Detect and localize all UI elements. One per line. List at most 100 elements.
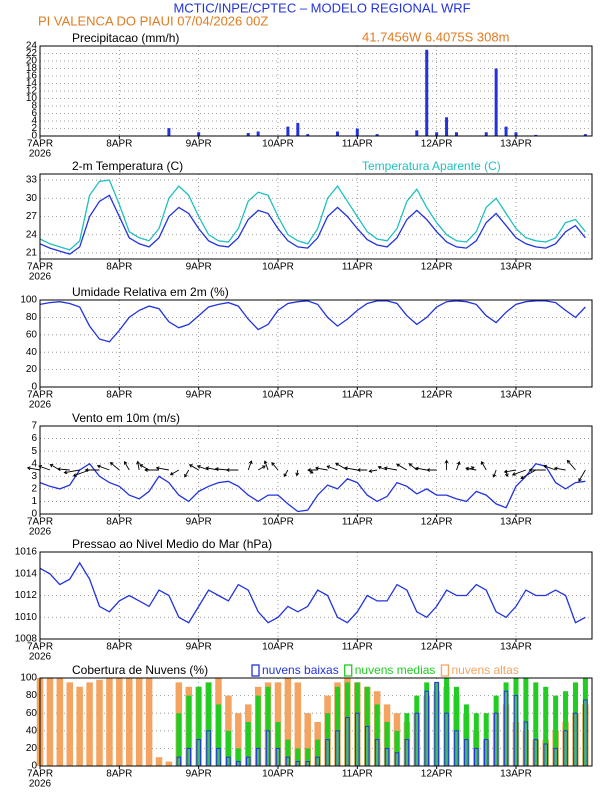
x-tick-label: 12APR (421, 139, 453, 150)
bar (415, 130, 419, 136)
x-tick-label: 12APR (421, 390, 453, 401)
bar (305, 748, 311, 766)
x-tick-label: 12APR (421, 769, 453, 780)
wind-arrow (271, 462, 279, 471)
wind-arrow (396, 463, 408, 471)
bar (76, 686, 83, 766)
x-tick-label: 9APR (186, 517, 212, 528)
bar (165, 761, 173, 766)
y-tick-label: 12 (26, 86, 38, 97)
panel-title: Cobertura de Nuvens (%) (72, 663, 208, 677)
x-tick-label: 13APR (500, 262, 532, 273)
bar (483, 739, 489, 767)
bar (493, 695, 499, 766)
x-tick-label: 7APR (27, 517, 53, 528)
bar (444, 712, 449, 767)
wind-arrow (520, 469, 537, 480)
y-tick-label: 16 (26, 71, 38, 82)
bar (444, 678, 450, 766)
wind-arrow (314, 466, 328, 471)
bar (543, 686, 549, 766)
line (39, 179, 586, 251)
bar (96, 679, 103, 766)
y-tick-label: 7 (31, 421, 37, 432)
x-tick-label: 10APR (262, 139, 294, 150)
bar (543, 743, 549, 767)
x-tick-label: 13APR (500, 642, 532, 653)
wind-arrow (456, 461, 461, 471)
bar (296, 122, 300, 136)
bar (473, 713, 479, 766)
x-tick-label: 10APR (262, 769, 294, 780)
y-tick-label: 8 (31, 101, 37, 112)
x-tick-label: 10APR (262, 642, 294, 653)
y-tick-label: 6 (31, 433, 37, 444)
wind-arrow (492, 469, 497, 478)
wind-arrow (383, 466, 398, 471)
bar (434, 681, 439, 767)
wind-arrow (335, 462, 348, 471)
wind-arrow (408, 463, 418, 471)
x-tick-label: 9APR (186, 769, 212, 780)
bar (573, 712, 578, 767)
bar (255, 747, 261, 767)
bar (295, 761, 301, 767)
bar (135, 678, 143, 766)
bar (563, 691, 569, 766)
bar (513, 695, 519, 767)
x-tick-label: 9APR (186, 139, 212, 150)
bar (364, 725, 370, 767)
bar (414, 695, 420, 766)
x-tick-label: 8APR (106, 139, 132, 150)
bar (494, 68, 498, 136)
y-tick-label: 2 (31, 123, 37, 134)
y-tick-label: 40 (26, 347, 38, 358)
wind-arrow (247, 460, 253, 471)
bar (265, 686, 271, 766)
bar (176, 756, 182, 767)
bar (197, 132, 201, 136)
bar (284, 678, 292, 766)
y-tick-label: 0 (31, 131, 37, 142)
bar (325, 739, 330, 767)
bar (463, 704, 469, 766)
bar (453, 686, 459, 766)
bar (66, 682, 73, 766)
x-tick-label: 13APR (500, 139, 532, 150)
wind-arrow (26, 466, 41, 471)
bar (355, 712, 360, 767)
year-label: 2026 (29, 149, 52, 160)
panel-title: Precipitacao (mm/h) (72, 31, 179, 45)
bar (374, 704, 380, 766)
bar (275, 747, 281, 767)
bar (572, 682, 578, 766)
location: PI VALENCA DO PIAUI 07/04/2026 00Z (38, 13, 268, 28)
bar (235, 713, 242, 766)
wind-arrow (511, 469, 527, 476)
y-tick-label: 1012 (15, 590, 38, 601)
bar (345, 717, 350, 767)
bar (125, 678, 133, 766)
bar (226, 756, 231, 767)
y-tick-label: 22 (26, 48, 38, 59)
wind-arrow (326, 465, 338, 471)
bar (167, 128, 171, 136)
bar (305, 761, 311, 767)
y-tick-label: 33 (26, 175, 38, 186)
year-label: 2026 (29, 527, 52, 538)
bar (295, 748, 301, 766)
wind-arrow (225, 468, 239, 472)
x-tick-label: 11APR (342, 139, 373, 150)
plot-frame (39, 299, 593, 388)
y-tick-label: 14 (26, 78, 38, 89)
plot-frame (39, 677, 593, 767)
wind-arrow (136, 460, 140, 471)
x-tick-label: 12APR (421, 642, 453, 653)
bar (454, 132, 458, 136)
bar (523, 721, 529, 767)
bar (553, 695, 559, 766)
y-tick-label: 20 (26, 743, 38, 754)
bar (285, 756, 291, 767)
bar (445, 117, 449, 136)
